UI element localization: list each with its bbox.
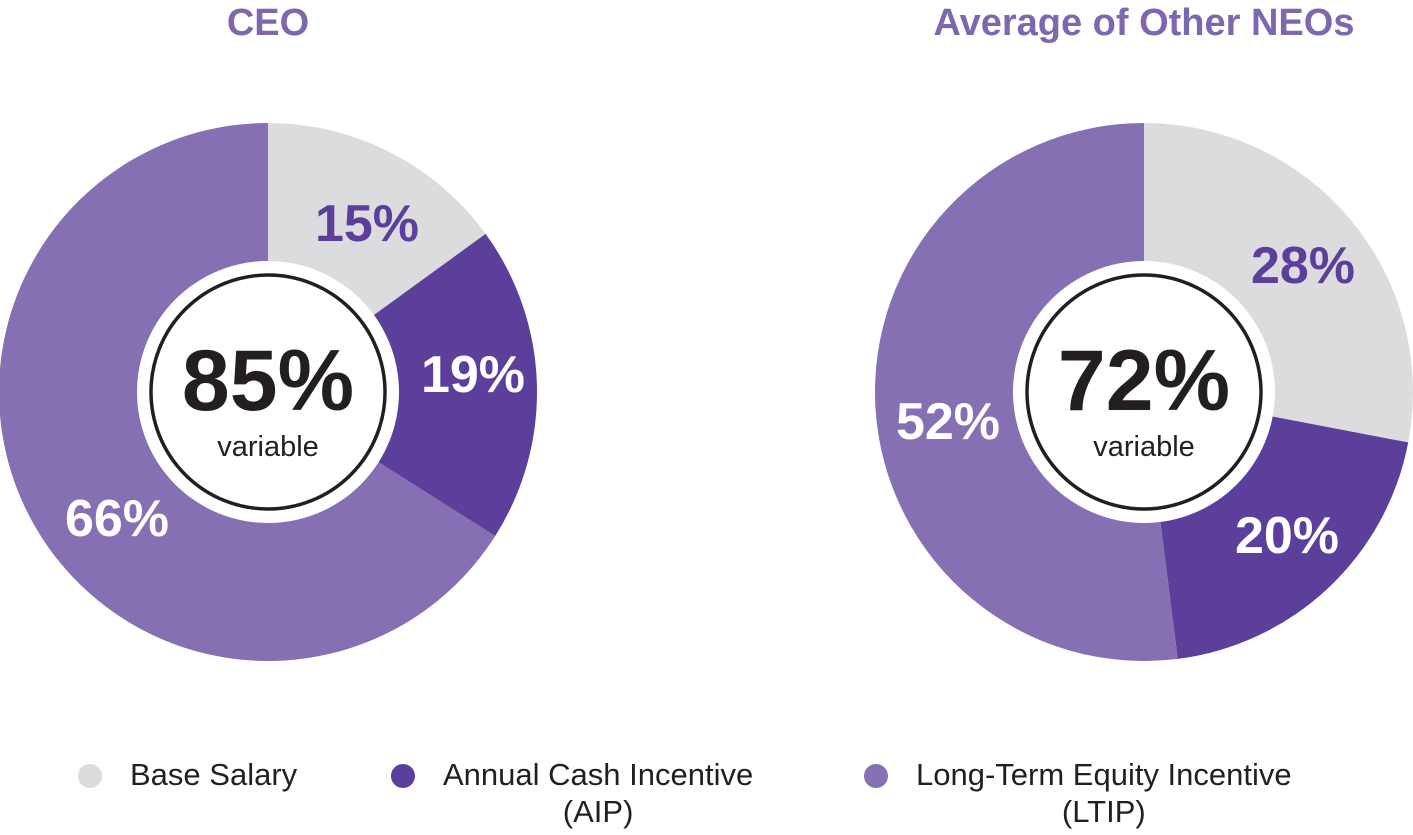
legend: Base Salary Annual Cash Incentive (AIP) … [0, 756, 1413, 835]
legend-label-line1: Long-Term Equity Incentive [916, 757, 1292, 792]
pie-chart-other-neos: Average of Other NEOs 28% 20% 52% 72%variabl… [874, 2, 1413, 661]
legend-item-ltip: Long-Term Equity Incentive (LTIP) [864, 756, 1292, 830]
legend-label-aip: Annual Cash Incentive (AIP) [443, 756, 753, 830]
center-value: 72% [1058, 333, 1230, 429]
slice-label-base-salary: 15% [315, 195, 419, 253]
legend-label-line2: (LTIP) [1061, 794, 1146, 829]
center-disc [1013, 261, 1275, 523]
legend-label-ltip: Long-Term Equity Incentive (LTIP) [916, 756, 1292, 830]
legend-label-line2: (AIP) [562, 794, 634, 829]
legend-swatch-base-salary [78, 764, 102, 788]
center-value: 85% [182, 333, 354, 429]
legend-label-line1: Annual Cash Incentive [443, 757, 754, 792]
slice-label-aip: 19% [421, 346, 525, 404]
legend-label-base-salary: Base Salary [130, 756, 297, 793]
legend-item-aip: Annual Cash Incentive (AIP) [391, 756, 753, 830]
legend-swatch-aip [391, 764, 415, 788]
slice-label-ltip: 52% [896, 393, 1000, 451]
slice-label-base-salary: 28% [1251, 237, 1355, 295]
center-ring [1025, 273, 1263, 511]
chart-title: CEO [227, 2, 309, 44]
slice-label-ltip: 66% [65, 490, 169, 548]
pie-chart-ceo: CEO 15% 19% 66% 85%variable [0, 2, 537, 661]
legend-label-line1: Base Salary [130, 757, 298, 792]
legend-item-base-salary: Base Salary [78, 756, 297, 793]
center-ring [149, 273, 387, 511]
center-label: variable [1093, 431, 1195, 463]
center-disc [137, 261, 399, 523]
pie-slice-aip [268, 233, 537, 537]
legend-swatch-ltip [864, 764, 888, 788]
chart-title: Average of Other NEOs [934, 2, 1355, 44]
slice-label-aip: 20% [1235, 507, 1339, 565]
center-label: variable [217, 431, 319, 463]
